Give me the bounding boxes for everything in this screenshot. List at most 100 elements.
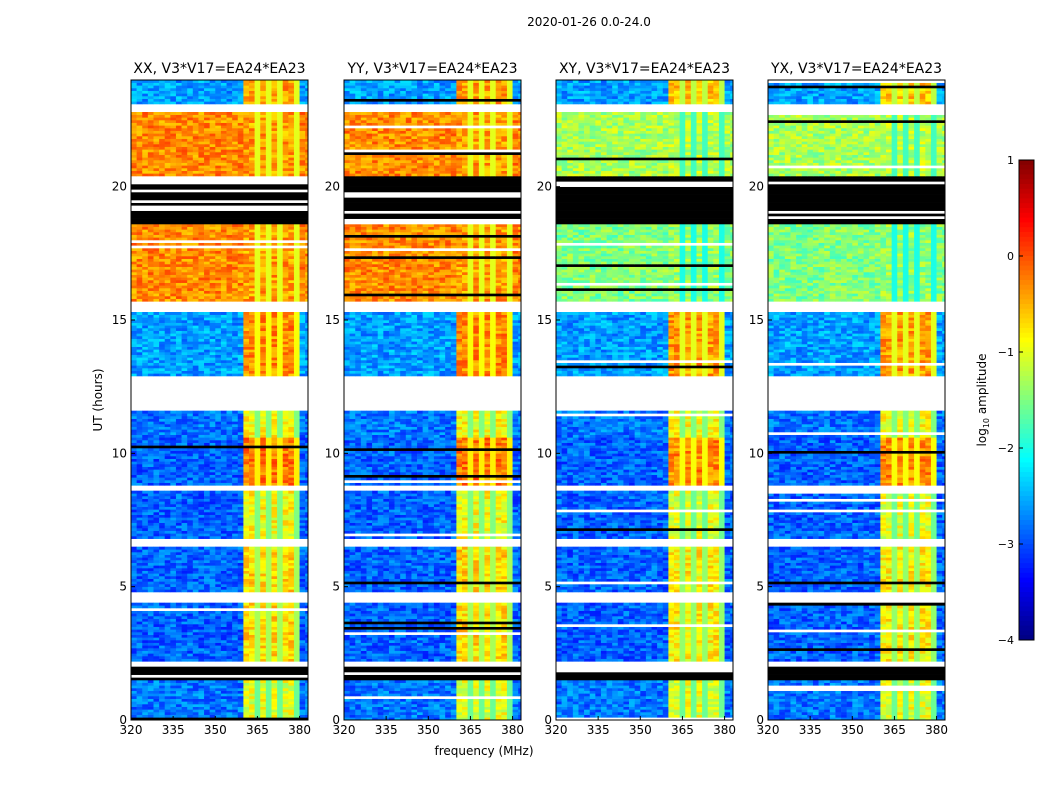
heatmap-cell: [266, 259, 272, 262]
heatmap-cell: [204, 531, 210, 534]
heatmap-cell: [243, 685, 249, 688]
heatmap-cell: [300, 648, 306, 651]
heatmap-cell: [137, 533, 143, 536]
heatmap-cell: [294, 504, 300, 507]
heatmap-cell: [215, 611, 221, 614]
heatmap-cell: [221, 659, 227, 662]
heatmap-cell: [159, 653, 165, 656]
heatmap-cell: [215, 256, 221, 259]
heatmap-cell: [288, 565, 294, 568]
heatmap-cell: [266, 440, 272, 443]
heatmap-cell: [221, 232, 227, 235]
heatmap-cell: [137, 243, 143, 246]
heatmap-cell: [283, 253, 289, 256]
heatmap-cell: [283, 293, 289, 296]
heatmap-cell: [182, 520, 188, 523]
heatmap-cell: [277, 368, 283, 371]
heatmap-cell: [283, 229, 289, 232]
heatmap-cell: [221, 611, 227, 614]
heatmap-cell: [266, 360, 272, 363]
heatmap-cell: [182, 419, 188, 422]
heatmap-cell: [266, 269, 272, 272]
heatmap-cell: [238, 589, 244, 592]
heatmap-cell: [182, 637, 188, 640]
heatmap-cell: [277, 547, 283, 550]
heatmap-cell: [210, 611, 216, 614]
heatmap-cell: [165, 443, 171, 446]
heatmap-cell: [142, 248, 148, 251]
heatmap-cell: [277, 531, 283, 534]
heatmap-cell: [271, 315, 277, 318]
heatmap-cell: [283, 317, 289, 320]
heatmap-cell: [210, 685, 216, 688]
heatmap-cell: [271, 517, 277, 520]
heatmap-cell: [255, 515, 261, 518]
heatmap-cell: [288, 419, 294, 422]
heatmap-cell: [182, 299, 188, 302]
heatmap-cell: [187, 283, 193, 286]
heatmap-cell: [271, 504, 277, 507]
heatmap-cell: [148, 509, 154, 512]
heatmap-cell: [182, 368, 188, 371]
heatmap-cell: [294, 259, 300, 262]
heatmap-cell: [131, 448, 137, 451]
heatmap-cell: [148, 456, 154, 459]
heatmap-cell: [182, 277, 188, 280]
heatmap-cell: [187, 552, 193, 555]
heatmap-cell: [266, 288, 272, 291]
heatmap-cell: [204, 288, 210, 291]
heatmap-cell: [204, 637, 210, 640]
heatmap-cell: [159, 291, 165, 294]
heatmap-cell: [159, 227, 165, 230]
heatmap-cell: [153, 259, 159, 262]
heatmap-cell: [243, 701, 249, 704]
heatmap-cell: [288, 288, 294, 291]
heatmap-cell: [294, 291, 300, 294]
heatmap-cell: [294, 536, 300, 539]
heatmap-cell: [238, 493, 244, 496]
heatmap-cell: [243, 621, 249, 624]
heatmap-cell: [283, 371, 289, 374]
heatmap-cell: [227, 632, 233, 635]
heatmap-cell: [283, 643, 289, 646]
heatmap-cell: [170, 656, 176, 659]
heatmap-cell: [221, 635, 227, 638]
heatmap-cell: [300, 579, 306, 582]
heatmap-cell: [249, 427, 255, 430]
heatmap-cell: [165, 589, 171, 592]
heatmap-cell: [238, 523, 244, 526]
heatmap-cell: [300, 480, 306, 483]
heatmap-cell: [204, 589, 210, 592]
heatmap-cell: [288, 571, 294, 574]
heatmap-cell: [266, 629, 272, 632]
heatmap-cell: [198, 365, 204, 368]
heatmap-cell: [260, 704, 266, 707]
heatmap-cell: [300, 291, 306, 294]
heatmap-cell: [137, 613, 143, 616]
heatmap-cell: [176, 312, 182, 315]
heatmap-cell: [271, 349, 277, 352]
heatmap-cell: [137, 427, 143, 430]
heatmap-cell: [137, 416, 143, 419]
heatmap-cell: [148, 440, 154, 443]
heatmap-cell: [148, 715, 154, 718]
heatmap-cell: [221, 691, 227, 694]
heatmap-cell: [148, 603, 154, 606]
heatmap-cell: [255, 683, 261, 686]
heatmap-cell: [283, 579, 289, 582]
heatmap-cell: [204, 349, 210, 352]
heatmap-cell: [288, 341, 294, 344]
heatmap-cell: [131, 571, 137, 574]
heatmap-cell: [288, 627, 294, 630]
heatmap-cell: [182, 568, 188, 571]
heatmap-cell: [238, 248, 244, 251]
heatmap-cell: [232, 715, 238, 718]
heatmap-cell: [243, 480, 249, 483]
heatmap-cell: [170, 259, 176, 262]
heatmap-cell: [159, 288, 165, 291]
heatmap-cell: [148, 549, 154, 552]
heatmap-cell: [182, 696, 188, 699]
heatmap-cell: [204, 493, 210, 496]
heatmap-cell: [170, 291, 176, 294]
heatmap-cell: [148, 323, 154, 326]
